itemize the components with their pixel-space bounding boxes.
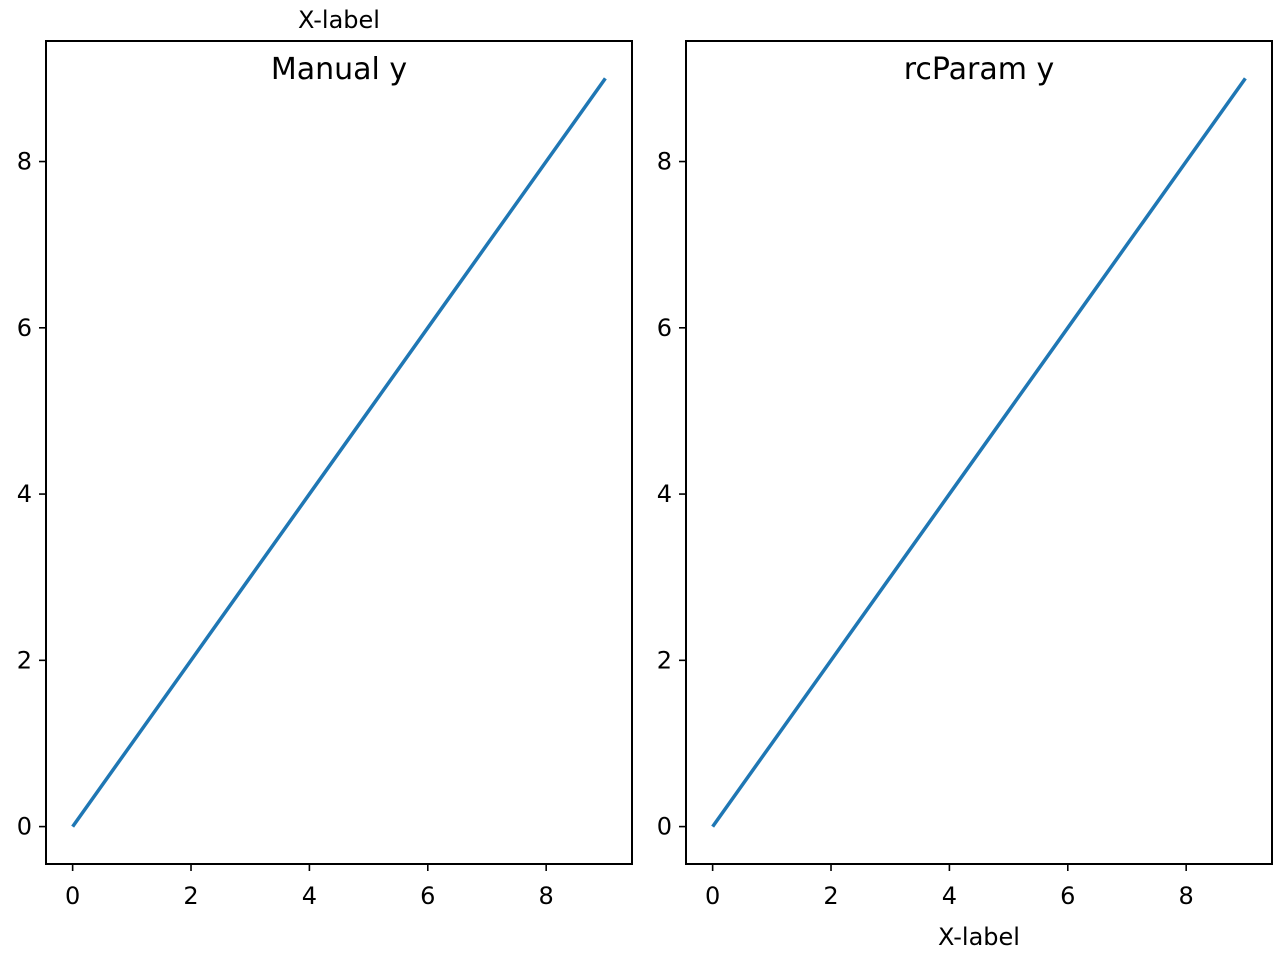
x-axis-label: X-label bbox=[938, 923, 1020, 951]
y-tick-label: 0 bbox=[17, 813, 32, 841]
chart-title: Manual y bbox=[271, 52, 407, 87]
y-tick-label: 6 bbox=[17, 314, 32, 342]
plot-frame bbox=[45, 40, 633, 865]
plot-frame bbox=[685, 40, 1273, 865]
right-subplot: rcParam y X-label 0 2 4 6 8 0 2 4 6 8 bbox=[657, 40, 1273, 951]
y-tick-label: 6 bbox=[657, 314, 672, 342]
y-tick-label: 2 bbox=[657, 646, 672, 674]
y-tick-label: 8 bbox=[657, 148, 672, 176]
x-tick-label: 4 bbox=[942, 882, 957, 910]
series-line bbox=[71, 77, 607, 828]
series-line bbox=[711, 77, 1247, 828]
y-tick-label: 8 bbox=[17, 148, 32, 176]
y-tick-label: 2 bbox=[17, 646, 32, 674]
x-tick-label: 4 bbox=[302, 882, 317, 910]
x-tick-label: 8 bbox=[539, 882, 554, 910]
chart-title: rcParam y bbox=[904, 52, 1055, 87]
x-tick-label: 2 bbox=[183, 882, 198, 910]
x-tick-label: 8 bbox=[1179, 882, 1194, 910]
x-tick-label: 2 bbox=[823, 882, 838, 910]
left-subplot: X-label Manual y 0 2 4 6 8 0 2 4 6 8 bbox=[17, 6, 633, 910]
y-tick-label: 0 bbox=[657, 813, 672, 841]
x-tick-label: 6 bbox=[420, 882, 435, 910]
x-tick-label: 6 bbox=[1060, 882, 1075, 910]
y-tick-label: 4 bbox=[17, 480, 32, 508]
y-tick-label: 4 bbox=[657, 480, 672, 508]
x-tick-label: 0 bbox=[705, 882, 720, 910]
x-tick-label: 0 bbox=[65, 882, 80, 910]
x-axis-label: X-label bbox=[298, 6, 380, 34]
